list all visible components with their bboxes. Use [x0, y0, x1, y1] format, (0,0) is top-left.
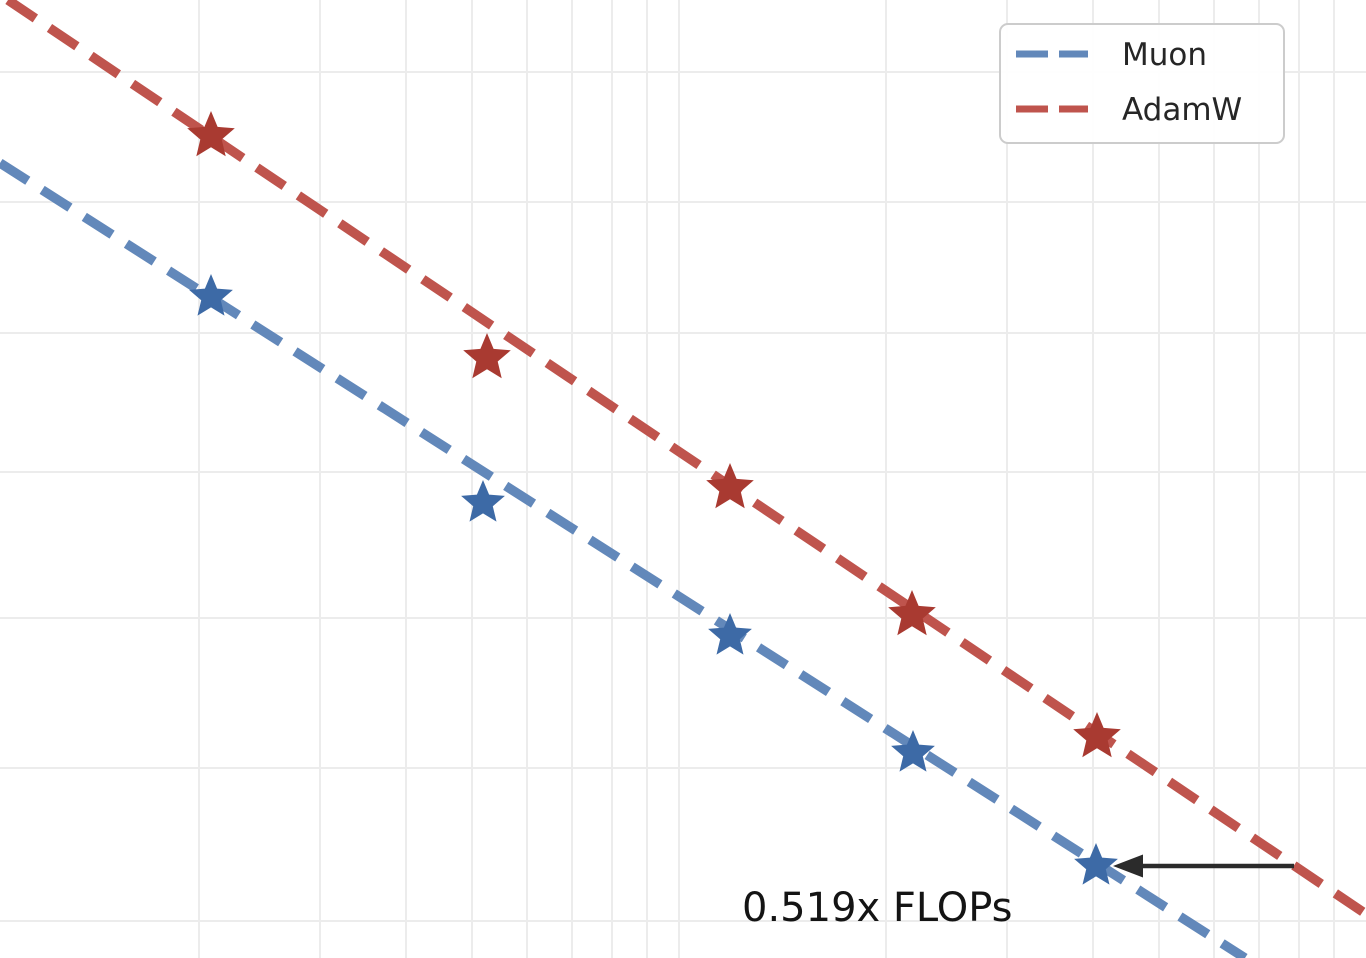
adamw-star-marker	[463, 333, 511, 379]
legend-label-muon: Muon	[1122, 37, 1207, 73]
adamw-star-marker	[1073, 712, 1121, 758]
annotation-text: 0.519x FLOPs	[742, 885, 1013, 931]
flops-annotation: 0.519x FLOPs	[742, 854, 1294, 931]
series-muon	[0, 158, 1248, 958]
adamw-star-marker	[888, 590, 936, 636]
muon-star-marker	[189, 274, 233, 316]
adamw-star-marker	[706, 463, 754, 509]
muon-star-marker	[891, 730, 935, 772]
adamw-star-marker	[187, 111, 235, 157]
legend-line-samples	[1016, 50, 1088, 113]
arrow-head-icon	[1113, 854, 1143, 878]
legend: Muon AdamW	[999, 23, 1285, 144]
muon-star-marker	[461, 480, 505, 522]
muon-star-marker	[708, 613, 752, 655]
legend-label-adamw: AdamW	[1122, 92, 1242, 128]
series-adamw	[5, 0, 1366, 918]
muon-star-marker	[1074, 843, 1118, 885]
